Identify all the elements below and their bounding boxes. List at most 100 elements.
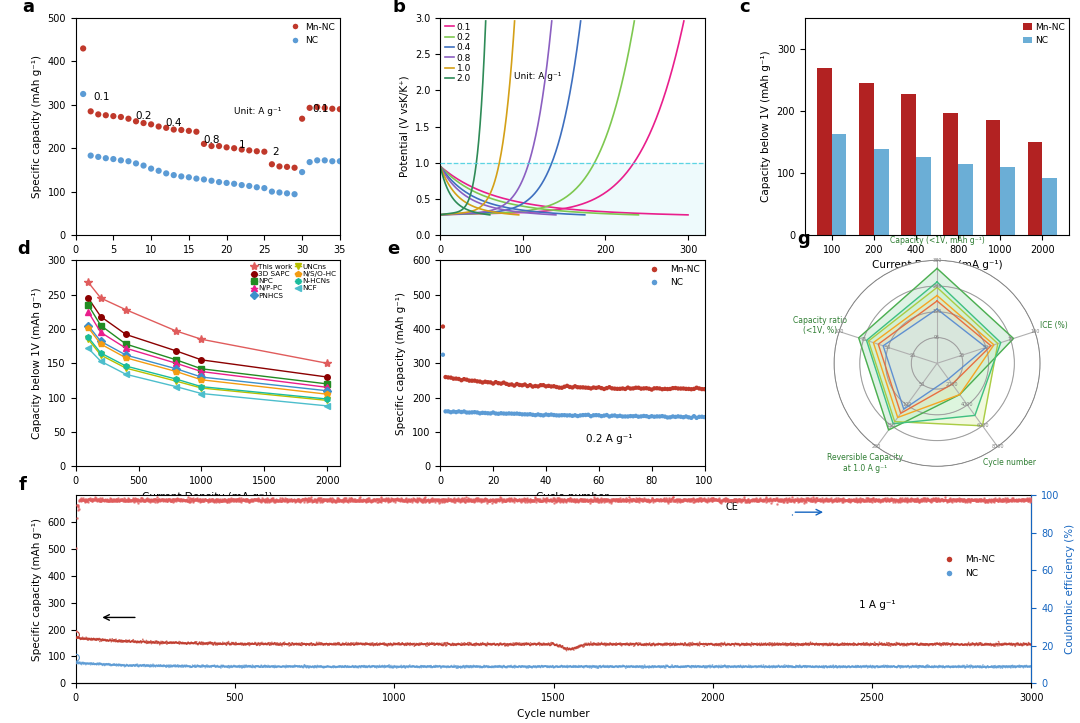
Point [471,494,488,505]
Point [882,638,900,650]
Point [660,638,677,650]
Point [564,495,581,506]
Point [808,492,825,504]
Point [931,660,948,672]
UNCns [321,396,334,405]
Point [689,639,706,651]
Point [400,494,417,505]
Point [600,662,618,673]
Point [456,406,473,417]
Point [121,495,138,506]
Point [719,638,737,650]
Point [448,493,465,505]
Point [579,662,596,673]
Point [1002,494,1020,505]
Point [580,638,597,650]
Point [595,659,612,671]
Point [752,661,769,672]
Point [208,661,226,672]
Point [876,662,893,673]
Point [552,661,569,672]
Point [562,492,579,504]
Point [141,636,159,648]
Point [1021,493,1038,505]
Point [178,495,195,507]
Point [637,661,654,672]
Point [631,638,648,650]
Point [325,662,342,673]
Point [530,660,548,672]
Point [218,494,235,505]
Point [189,492,206,504]
Point [249,495,267,507]
Point [576,495,593,506]
Point [983,661,1000,672]
Point [715,638,732,650]
Point [500,638,517,650]
Point [686,638,703,650]
Point [841,638,859,649]
Point [661,638,678,649]
Point [620,494,637,505]
Point [80,634,97,646]
Point [751,661,768,672]
Point [985,495,1002,506]
Point [464,661,482,672]
Point [462,494,480,505]
Point [623,638,640,650]
Point [406,662,423,673]
Point [901,661,918,672]
Point [630,493,647,505]
Point [635,638,652,650]
Point [678,639,696,651]
Point [102,492,119,503]
Point [192,638,210,650]
Point [971,637,988,649]
Point [442,638,459,650]
Point [519,638,537,650]
Point [639,494,657,505]
Point [960,494,977,505]
Point [260,637,278,649]
Point [262,495,280,507]
Point [827,660,845,672]
Point [256,495,273,507]
Point [735,638,753,650]
Point [379,640,396,651]
Point [687,495,704,507]
Point [274,638,292,650]
Point [548,495,565,507]
Point [94,659,111,671]
Point [116,635,133,646]
Point [712,638,729,650]
Point [170,637,187,649]
Point [645,660,662,672]
Point [919,661,936,672]
Point [448,494,465,505]
Point [513,662,530,673]
Point [228,661,245,672]
Point [569,493,586,505]
Point [426,638,443,649]
Point [629,662,646,673]
Point [384,638,402,650]
Point [202,638,219,649]
Point [870,494,888,505]
Point [752,661,769,672]
Point [805,493,822,505]
Point [728,495,745,506]
Point [899,660,916,672]
Point [284,661,301,672]
Point [237,659,254,671]
Point [99,634,117,646]
Point [859,492,876,504]
Point [293,660,310,672]
Point [71,633,89,644]
Point [793,639,810,651]
Point [164,493,181,505]
Point [920,661,937,672]
Point [716,638,733,649]
Point [230,661,247,672]
Point [737,497,754,508]
Point [568,642,585,654]
